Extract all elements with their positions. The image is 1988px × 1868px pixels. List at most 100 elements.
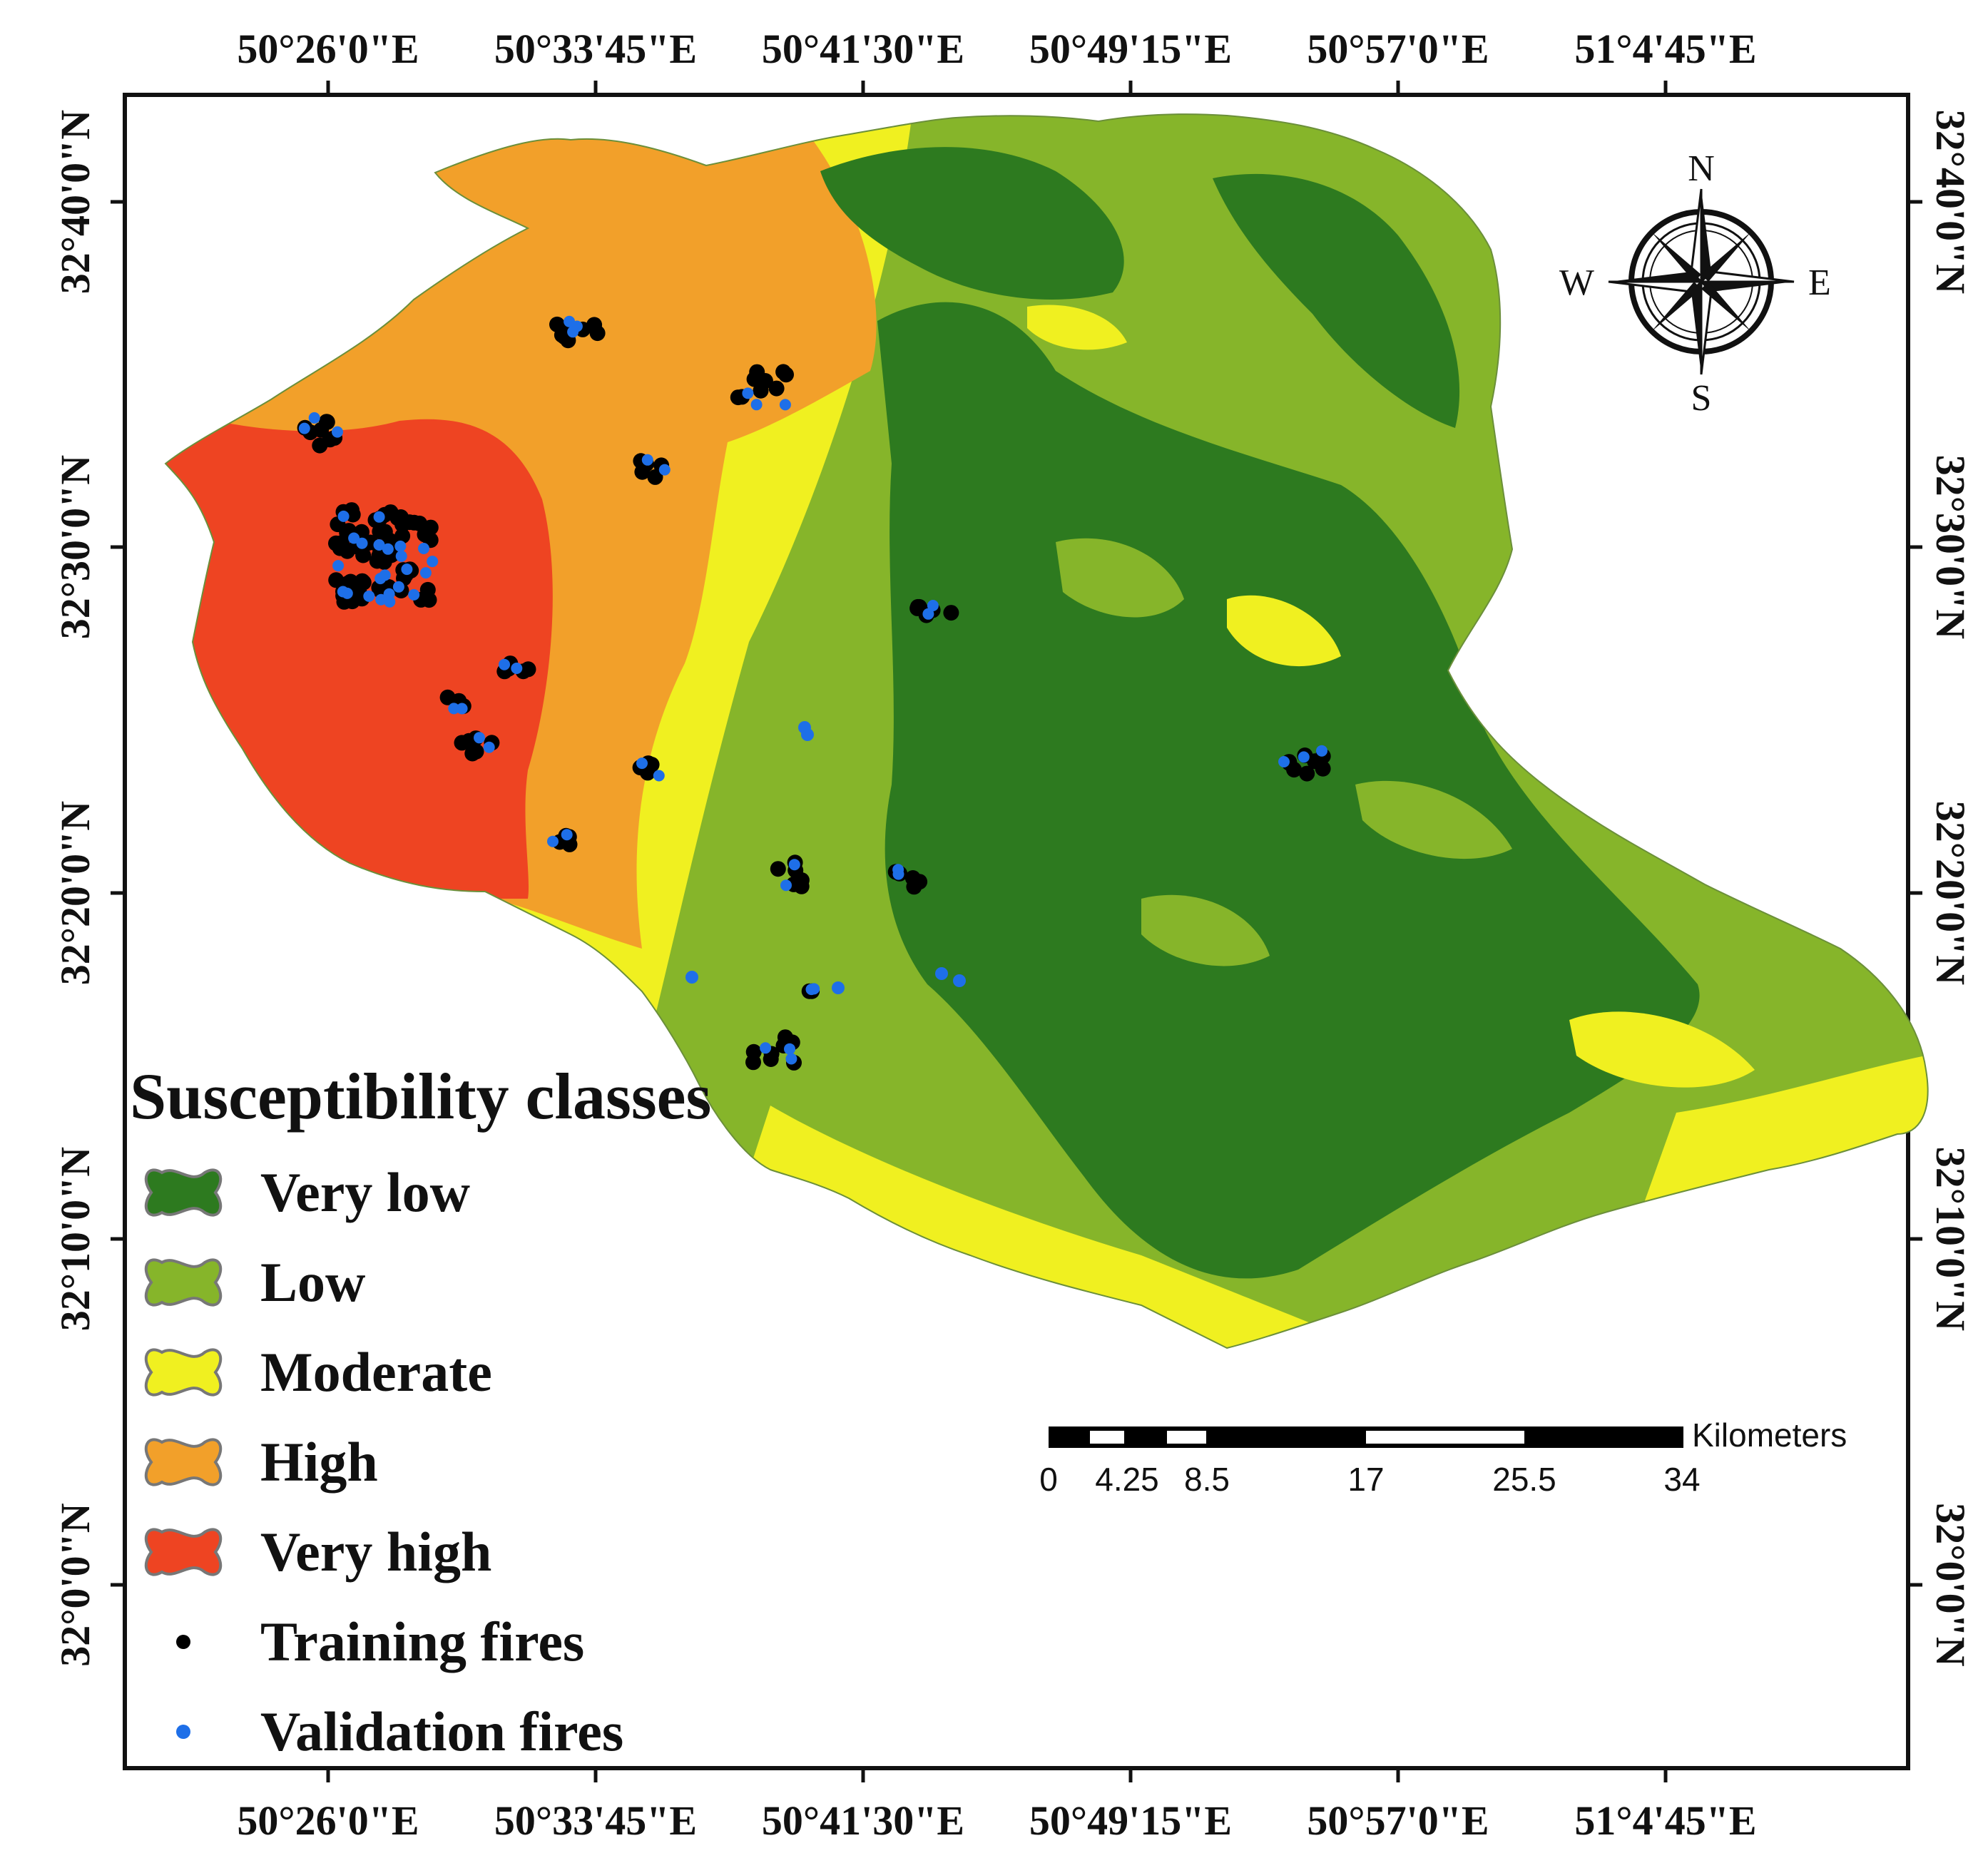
training-fire-point <box>355 547 372 563</box>
compass-e: E <box>1808 262 1831 303</box>
training-fire-point <box>549 316 565 332</box>
top-label: 50°49'15"E <box>1029 26 1232 72</box>
legend-item: Training fires <box>176 1611 584 1673</box>
validation-fire-point <box>953 974 966 987</box>
validation-fire-point <box>373 511 385 523</box>
legend-label: Very low <box>260 1161 470 1223</box>
zone-moderate-patch <box>1569 1011 1755 1088</box>
training-fire-point <box>746 371 763 387</box>
validation-fire-point <box>1278 756 1290 767</box>
legend-item: Validation fires <box>176 1700 623 1762</box>
validation-fire-point <box>935 967 948 980</box>
validation-fire-point <box>892 864 904 876</box>
scale-unit: Kilometers <box>1692 1417 1847 1454</box>
training-fire-point <box>350 579 367 595</box>
bottom-label: 50°26'0"E <box>237 1797 419 1844</box>
legend-items: Very low Low Moderate High Very high Training… <box>144 1161 623 1762</box>
training-fire-point <box>647 469 663 485</box>
validation-fire-point <box>448 703 460 715</box>
validation-fire-point <box>779 399 791 411</box>
validation-fire-point <box>511 663 523 674</box>
legend-item: Very low <box>144 1161 470 1223</box>
validation-fire-point <box>784 1043 795 1055</box>
left-coordinate-labels: 32°40'0"N 32°30'0"N 32°20'0"N 32°10'0"N … <box>52 110 98 1667</box>
validation-fire-point <box>375 593 387 606</box>
scale-segment <box>1167 1431 1206 1444</box>
training-fire-point <box>745 1054 761 1071</box>
graticule-ticks <box>111 81 1922 1782</box>
bottom-label: 50°57'0"E <box>1307 1797 1489 1844</box>
validation-fire-point <box>394 540 407 552</box>
training-fire-point <box>763 1051 779 1067</box>
legend-swatch-icon <box>144 1348 223 1397</box>
legend-swatch-icon <box>144 1528 223 1576</box>
validation-fire-point <box>636 757 648 770</box>
validation-fire-point <box>379 569 391 581</box>
right-coordinate-labels: 32°40'0"N 32°30'0"N 32°20'0"N 32°10'0"N … <box>1927 110 1974 1667</box>
training-fire-point <box>334 535 350 551</box>
training-fire-point <box>906 879 922 895</box>
validation-fire-point <box>547 835 559 847</box>
training-fire-point <box>561 836 578 852</box>
zone-very-low-ne <box>1213 173 1460 429</box>
fire-points <box>297 315 1331 1071</box>
legend-swatch-icon <box>144 1258 223 1307</box>
top-label: 51°4'45"E <box>1574 26 1756 72</box>
validation-fire-point <box>474 732 485 744</box>
top-label: 50°57'0"E <box>1307 26 1489 72</box>
validation-fire-point <box>373 539 385 551</box>
validation-fire-point <box>1298 751 1310 763</box>
training-fire-point <box>328 572 345 588</box>
legend-item: Moderate <box>144 1341 492 1403</box>
scale-bar: Kilometers 0 4.25 8.5 17 25.5 34 <box>1039 1417 1847 1498</box>
right-label: 32°30'0"N <box>1927 455 1974 640</box>
training-fire-point <box>640 765 656 781</box>
left-label: 32°0'0"N <box>52 1503 98 1667</box>
validation-fire-point <box>382 543 394 555</box>
validation-fire-point <box>418 543 429 554</box>
validation-fire-point <box>483 741 495 753</box>
training-fire-point <box>319 414 335 430</box>
scale-tick: 25.5 <box>1492 1461 1556 1498</box>
legend-title: Susceptibility classes <box>130 1060 711 1133</box>
validation-fire-point <box>348 532 360 544</box>
left-label: 32°20'0"N <box>52 801 98 986</box>
training-fire-point <box>394 528 411 544</box>
legend-swatch-icon <box>144 1168 223 1217</box>
training-fire-point <box>439 689 456 705</box>
legend-label: Validation fires <box>260 1700 623 1762</box>
scale-tick: 0 <box>1039 1461 1058 1498</box>
training-fire-point <box>312 437 328 454</box>
validation-fire-point <box>564 315 576 327</box>
bottom-label: 50°33'45"E <box>494 1797 697 1844</box>
top-label: 50°33'45"E <box>494 26 697 72</box>
training-fire-point <box>1299 765 1315 782</box>
validation-fire-point <box>337 510 350 522</box>
zone-low-patch <box>1141 894 1270 966</box>
right-label: 32°40'0"N <box>1927 110 1974 295</box>
training-fire-point <box>775 364 792 380</box>
legend-label: Low <box>260 1251 365 1313</box>
validation-fire-point <box>298 422 310 434</box>
training-fire-point <box>464 745 481 762</box>
right-label: 32°0'0"N <box>1927 1503 1974 1667</box>
top-label: 50°26'0"E <box>237 26 419 72</box>
validation-fire-point <box>567 326 579 338</box>
validation-fire-point <box>742 387 754 399</box>
bottom-label: 50°41'30"E <box>762 1797 964 1844</box>
zone-low-patch <box>1355 780 1512 859</box>
top-label: 50°41'30"E <box>762 26 964 72</box>
training-fire-point <box>770 861 786 877</box>
validation-fire-point <box>427 556 439 568</box>
zone-moderate-patch <box>1027 305 1127 350</box>
validation-fire-point <box>780 879 792 892</box>
left-label: 32°10'0"N <box>52 1147 98 1332</box>
bottom-coordinate-labels: 50°26'0"E 50°33'45"E 50°41'30"E 50°49'15… <box>237 1797 1756 1844</box>
training-fire-point <box>419 581 436 598</box>
validation-fire-point <box>832 981 845 994</box>
validation-fire-point <box>356 537 368 549</box>
validation-fire-point <box>641 454 653 466</box>
scale-tick: 17 <box>1347 1461 1384 1498</box>
training-fire-point <box>1315 760 1331 777</box>
study-area-boundary <box>164 113 1929 1349</box>
